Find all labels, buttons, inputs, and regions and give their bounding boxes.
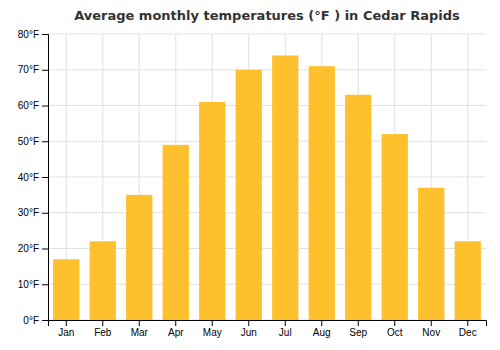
x-tick: Jul — [279, 320, 292, 338]
y-tick: 70°F — [18, 64, 48, 75]
bar — [163, 145, 189, 320]
x-tick-mark — [431, 320, 432, 326]
y-grid-line — [48, 177, 486, 178]
x-tick: Feb — [94, 320, 112, 338]
x-tick: Jun — [241, 320, 257, 338]
y-tick-label: 80°F — [18, 29, 39, 40]
y-tick-label: 30°F — [18, 207, 39, 218]
y-tick-mark — [42, 141, 48, 142]
y-tick: 80°F — [18, 29, 48, 40]
bar — [90, 241, 116, 320]
x-tick-label: Feb — [94, 327, 112, 338]
y-tick: 60°F — [18, 100, 48, 111]
y-tick: 20°F — [18, 243, 48, 254]
x-axis: Jan Feb Mar Apr May Jun Jul Aug Sep Oct Nov Dec — [49, 320, 487, 338]
x-tick-label: Jun — [241, 327, 257, 338]
x-tick-mark — [66, 320, 67, 326]
x-tick-label: Apr — [168, 327, 184, 338]
y-tick-mark — [42, 320, 48, 321]
y-tick-label: 50°F — [18, 136, 39, 147]
y-tick-mark — [42, 34, 48, 35]
x-axis-line — [49, 321, 487, 327]
x-tick-mark — [139, 320, 140, 326]
y-axis: 0°F 10°F 20°F 30°F 40°F 50°F 60°F 70°F 80°F — [18, 29, 49, 326]
bar — [126, 195, 152, 320]
x-tick-label: Jan — [58, 327, 74, 338]
x-tick-mark — [394, 320, 395, 326]
y-grid-line — [48, 105, 486, 106]
x-tick-label: May — [203, 327, 222, 338]
y-grid-line — [48, 141, 486, 142]
bar — [345, 95, 371, 320]
x-tick-mark — [212, 320, 213, 326]
x-tick: Aug — [313, 320, 331, 338]
y-tick: 40°F — [18, 172, 48, 183]
bar — [236, 70, 262, 320]
y-grid-line — [48, 69, 486, 70]
plot: Jan Feb Mar Apr May Jun Jul Aug Sep Oct Nov Dec 0°F 1… — [18, 29, 487, 338]
x-tick-label: Aug — [313, 327, 331, 338]
x-tick-mark — [248, 320, 249, 326]
x-tick: Nov — [422, 320, 440, 338]
y-tick-mark — [42, 284, 48, 285]
bar — [272, 55, 298, 320]
y-tick: 10°F — [18, 279, 48, 290]
bar — [455, 241, 481, 320]
y-tick-label: 60°F — [18, 100, 39, 111]
x-tick: Mar — [131, 320, 149, 338]
x-tick-label: Mar — [131, 327, 149, 338]
y-axis-line — [42, 35, 49, 321]
x-tick: Oct — [387, 320, 403, 338]
x-tick-label: Dec — [459, 327, 477, 338]
y-tick: 30°F — [18, 207, 48, 218]
chart: Jan Feb Mar Apr May Jun Jul Aug Sep Oct Nov Dec 0°F 1… — [0, 0, 500, 350]
y-tick-label: 10°F — [18, 279, 39, 290]
x-tick-label: Jul — [279, 327, 292, 338]
bar — [418, 188, 444, 320]
bars — [53, 55, 481, 320]
y-tick: 0°F — [23, 315, 48, 326]
title: Average monthly temperatures (°F ) in Ce… — [74, 8, 460, 23]
x-tick-mark — [321, 320, 322, 326]
y-tick-label: 70°F — [18, 64, 39, 75]
y-tick-label: 40°F — [18, 172, 39, 183]
y-tick-label: 20°F — [18, 243, 39, 254]
x-tick: Apr — [168, 320, 184, 338]
bar — [199, 102, 225, 320]
y-tick-mark — [42, 70, 48, 71]
x-tick-mark — [358, 320, 359, 326]
x-tick-mark — [102, 320, 103, 326]
x-tick-mark — [285, 320, 286, 326]
y-tick-mark — [42, 177, 48, 178]
y-grid-line — [48, 34, 486, 35]
x-tick: Sep — [349, 320, 367, 338]
bar — [382, 134, 408, 320]
x-tick: Jan — [58, 320, 74, 338]
x-tick-mark — [175, 320, 176, 326]
x-tick-label: Oct — [387, 327, 403, 338]
x-tick-label: Nov — [422, 327, 440, 338]
y-tick: 50°F — [18, 136, 48, 147]
y-tick-mark — [42, 213, 48, 214]
x-tick-mark — [467, 320, 468, 326]
bar — [309, 66, 335, 320]
y-tick-mark — [42, 249, 48, 250]
y-tick-label: 0°F — [23, 315, 39, 326]
grid — [48, 34, 486, 320]
x-tick: Dec — [459, 320, 477, 338]
y-tick-mark — [42, 106, 48, 107]
x-tick: May — [203, 320, 222, 338]
bar — [53, 259, 79, 320]
x-tick-label: Sep — [349, 327, 367, 338]
